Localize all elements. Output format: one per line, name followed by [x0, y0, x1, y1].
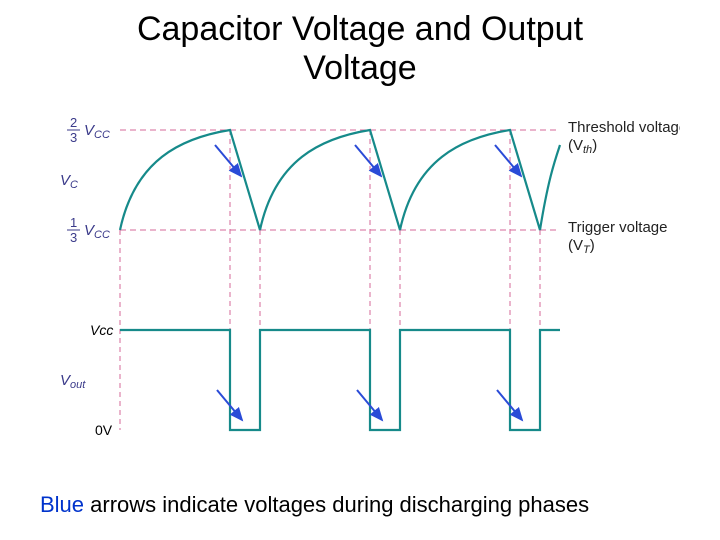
diagram-container: 23VCCVC13VCCVccVout0VThreshold voltage(V… — [40, 100, 680, 480]
discharge-arrow-vc — [495, 145, 521, 176]
frac-3b: 3 — [70, 230, 77, 245]
output-voltage-curve — [120, 330, 560, 430]
vcc-label-1: VCC — [84, 122, 110, 141]
threshold-sym: (Vth) — [568, 137, 597, 156]
vcc-level-label: Vcc — [90, 322, 113, 338]
capacitor-voltage-curve — [120, 130, 560, 230]
trigger-sym: (VT) — [568, 237, 595, 256]
frac-1: 1 — [70, 215, 77, 230]
discharge-arrow-vc — [215, 145, 241, 176]
waveform-diagram: 23VCCVC13VCCVccVout0VThreshold voltage(V… — [40, 100, 680, 480]
caption-blue-word: Blue — [40, 492, 84, 517]
frac-3a: 3 — [70, 130, 77, 145]
vout-label: Vout — [60, 372, 86, 391]
caption-rest: arrows indicate voltages during discharg… — [84, 492, 589, 517]
vcc-label-2: VCC — [84, 222, 110, 241]
vc-label: VC — [60, 172, 78, 191]
zero-v-label: 0V — [95, 422, 113, 438]
discharge-arrow-vc — [355, 145, 381, 176]
slide-title: Capacitor Voltage and Output Voltage — [0, 10, 720, 88]
title-line-1: Capacitor Voltage and Output — [137, 10, 583, 48]
title-line-2: Voltage — [303, 49, 416, 87]
frac-2: 2 — [70, 115, 77, 130]
caption: Blue arrows indicate voltages during dis… — [40, 492, 589, 518]
threshold-label: Threshold voltage — [568, 119, 680, 136]
trigger-label: Trigger voltage — [568, 219, 668, 236]
